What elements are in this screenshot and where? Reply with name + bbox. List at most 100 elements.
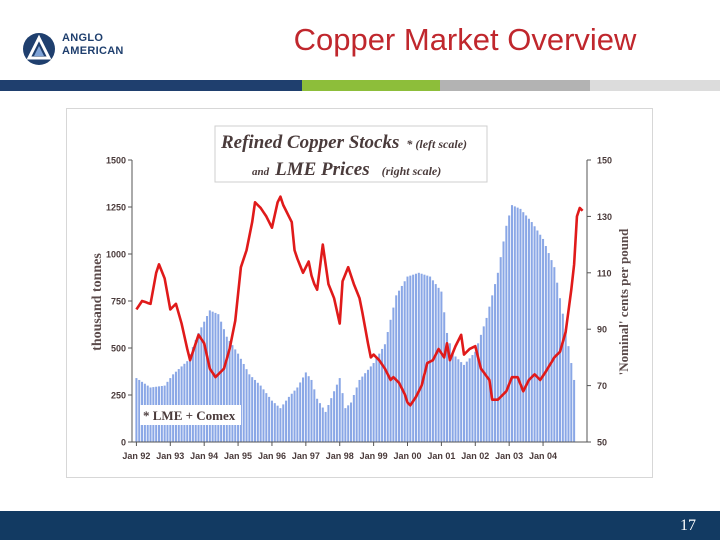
stock-bar [533, 226, 536, 442]
stock-bar [403, 281, 406, 442]
stock-bar [321, 407, 324, 442]
stock-bar [485, 317, 488, 442]
stock-bar [366, 369, 369, 442]
stock-bar [465, 361, 468, 442]
chart-title-main: Refined Copper Stocks [220, 132, 399, 153]
stock-bar [567, 346, 570, 442]
stock-bar [409, 275, 412, 442]
stock-bars [135, 205, 576, 442]
stock-bar [454, 356, 457, 442]
stock-bar [375, 358, 378, 442]
y-axis-right-label: 'Nominal' cents per pound [616, 228, 631, 376]
stock-bar [369, 366, 372, 442]
stock-bar [423, 274, 426, 442]
stock-bar [358, 379, 361, 442]
stock-bar [573, 379, 576, 442]
stock-bar [333, 391, 336, 442]
stock-bar [276, 405, 279, 442]
y-right-tick-label: 90 [597, 325, 607, 335]
stock-bar [248, 374, 251, 442]
y-left-tick-label: 500 [111, 344, 126, 354]
header-stripe-navy [0, 80, 302, 91]
header-stripe-green [302, 80, 440, 91]
x-tick-label: Jan 99 [360, 451, 388, 461]
stock-bar [437, 287, 440, 442]
stock-bar [570, 363, 573, 442]
stock-bar [316, 398, 319, 442]
stock-bar [290, 393, 293, 442]
y-axis-left-label: thousand tonnes [90, 253, 105, 351]
stock-bar [217, 314, 220, 442]
stock-bar [558, 298, 562, 442]
stock-bar [282, 404, 285, 442]
stock-bar [426, 275, 429, 442]
stock-bar [395, 295, 398, 442]
stock-bar [256, 382, 259, 442]
stock-bar [189, 354, 192, 442]
y-right-tick-label: 70 [597, 381, 607, 391]
stock-bar [542, 238, 545, 442]
stock-bar [414, 273, 417, 442]
stock-bar [381, 348, 384, 442]
chart-title-note: * (left scale) [406, 137, 467, 151]
y-left-tick-label: 1500 [106, 156, 126, 166]
stock-bar [318, 403, 321, 442]
stock-bar [194, 340, 197, 442]
stock-bar [505, 225, 508, 442]
header-stripe-lightgray [590, 80, 720, 91]
logo-text: ANGLO AMERICAN [62, 32, 124, 58]
stock-bar [443, 312, 446, 442]
stock-bar [392, 307, 395, 442]
y-right-tick-label: 50 [597, 438, 607, 448]
stock-bar [530, 222, 533, 442]
stock-bar [197, 332, 200, 442]
stock-bar [496, 272, 499, 442]
stock-bar [287, 396, 290, 442]
chart-title-line-1: Refined Copper Stocks * (left scale) [220, 132, 467, 153]
stock-bar [364, 373, 367, 442]
stock-bar [302, 377, 305, 442]
footer-bar: 17 [0, 511, 720, 540]
stock-bar [270, 400, 273, 442]
lme-price-line [135, 195, 584, 407]
stock-bar [564, 329, 567, 442]
anglo-american-logo: ANGLO AMERICAN [22, 30, 142, 70]
y-right-tick-label: 130 [597, 212, 612, 222]
stock-bar [386, 332, 389, 442]
stock-bar [310, 379, 313, 442]
chart-subtitle-note: (right scale) [382, 164, 442, 178]
stock-bar [222, 329, 225, 442]
stock-bar [502, 241, 505, 442]
stock-bar [460, 362, 463, 442]
stock-bar [406, 276, 409, 442]
stock-bar [231, 345, 234, 442]
stock-bar [361, 376, 364, 442]
x-tick-label: Jan 98 [326, 451, 354, 461]
stock-bar [307, 376, 310, 442]
x-tick-label: Jan 04 [529, 451, 557, 461]
stock-bar [228, 340, 231, 442]
stock-bar [262, 389, 265, 442]
logo-line-1: ANGLO [62, 32, 104, 44]
stock-bar [313, 389, 316, 442]
stock-bar [440, 291, 443, 442]
stock-bar [220, 321, 223, 442]
stock-bar [324, 411, 327, 442]
stock-bar [330, 398, 333, 442]
stock-bar [434, 284, 437, 442]
stock-bar [536, 230, 539, 442]
stock-bar [350, 402, 353, 442]
stock-bar [494, 284, 497, 442]
stock-bar [508, 215, 511, 442]
stock-bar [237, 353, 240, 442]
stock-bar [268, 396, 271, 442]
chart-title-box [214, 125, 488, 183]
y-left-tick-label: 750 [111, 297, 126, 307]
stock-bar [344, 408, 347, 442]
stock-bar [522, 212, 525, 442]
stock-bar [378, 353, 381, 442]
page-title: Copper Market Overview [293, 22, 637, 57]
stock-bar [420, 273, 423, 442]
stock-bar [539, 234, 542, 442]
y-left-tick-label: 250 [111, 391, 126, 401]
